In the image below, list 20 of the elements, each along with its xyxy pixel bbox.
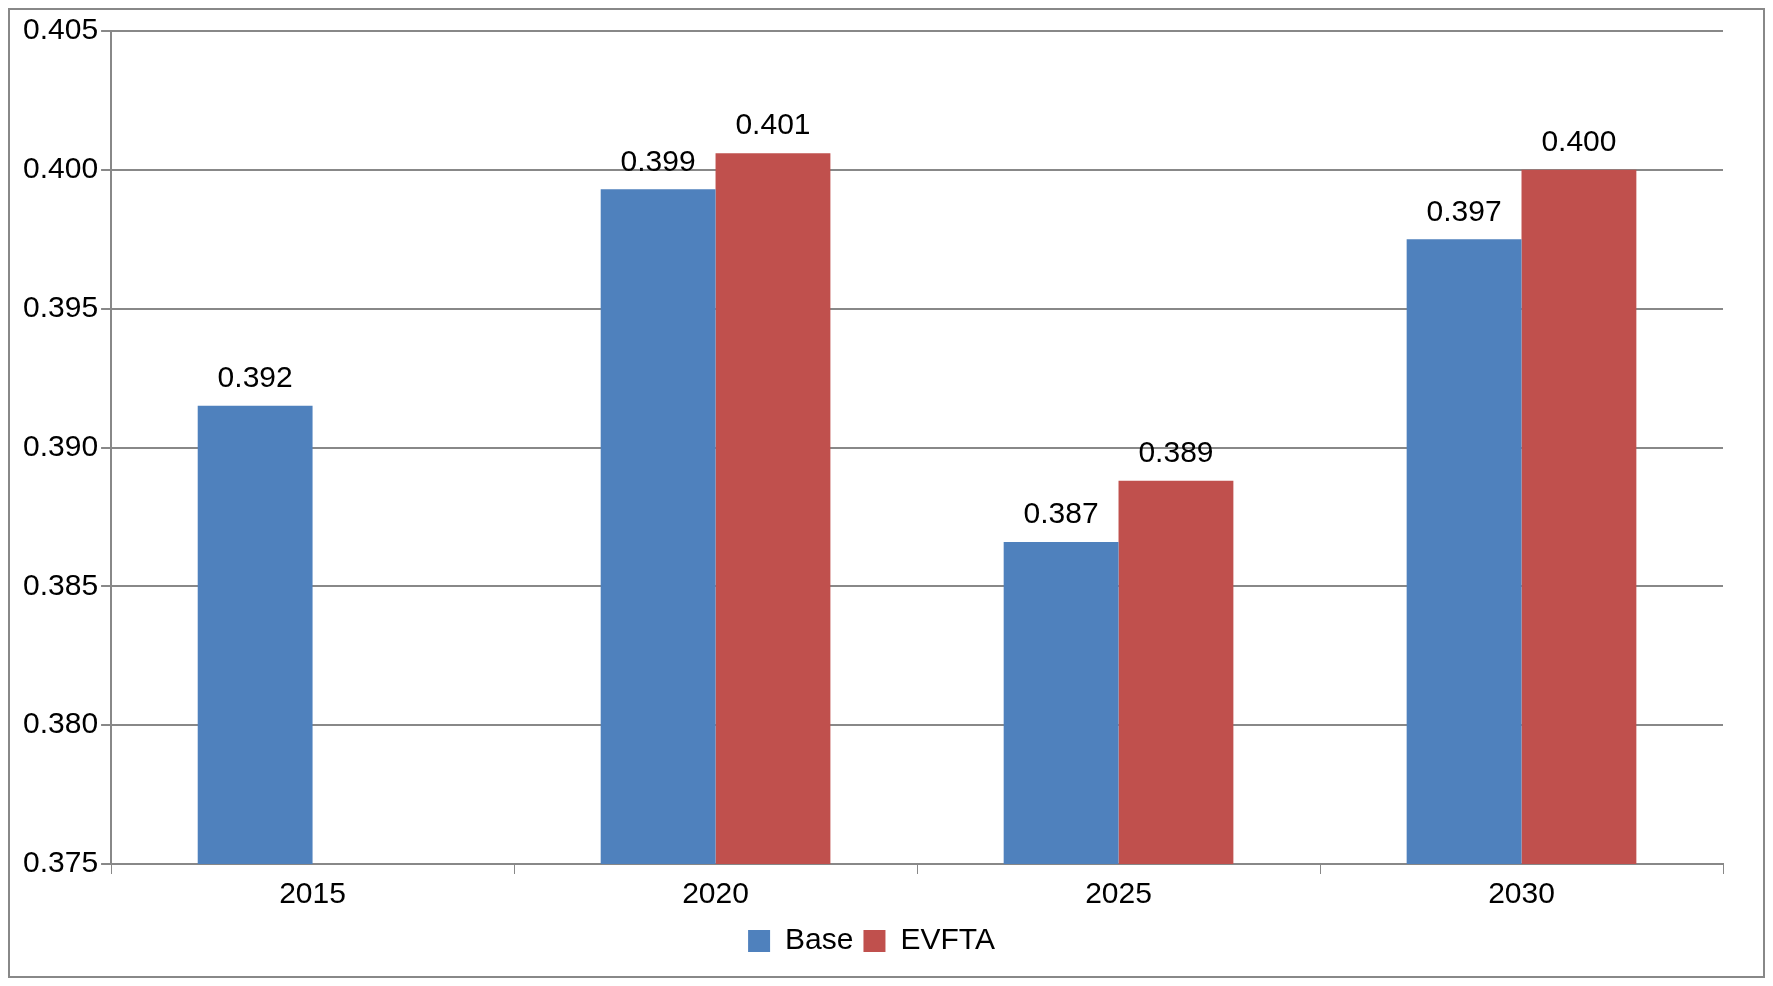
x-tick-label: 2030 — [1488, 876, 1555, 910]
y-tick-label: 0.380 — [23, 706, 99, 740]
y-tick-label: 0.400 — [23, 151, 99, 185]
y-tick-label: 0.385 — [23, 567, 99, 601]
data-label: 0.387 — [1023, 496, 1099, 530]
x-tick-label: 2020 — [682, 876, 749, 910]
x-tick-label: 2025 — [1085, 876, 1152, 910]
y-tick-label: 0.375 — [23, 845, 99, 879]
data-label: 0.399 — [620, 143, 696, 177]
x-tick-label: 2015 — [279, 876, 346, 910]
data-label: 0.392 — [217, 360, 293, 394]
y-tick-label: 0.390 — [23, 428, 99, 462]
legend-label: Base — [785, 922, 854, 956]
legend-label: EVFTA — [900, 922, 995, 956]
data-label: 0.389 — [1138, 435, 1214, 469]
data-label: 0.401 — [735, 107, 811, 141]
y-tick-label: 0.395 — [23, 289, 99, 323]
y-tick-label: 0.405 — [23, 12, 99, 46]
data-label: 0.400 — [1541, 124, 1617, 158]
data-label: 0.397 — [1426, 193, 1502, 227]
